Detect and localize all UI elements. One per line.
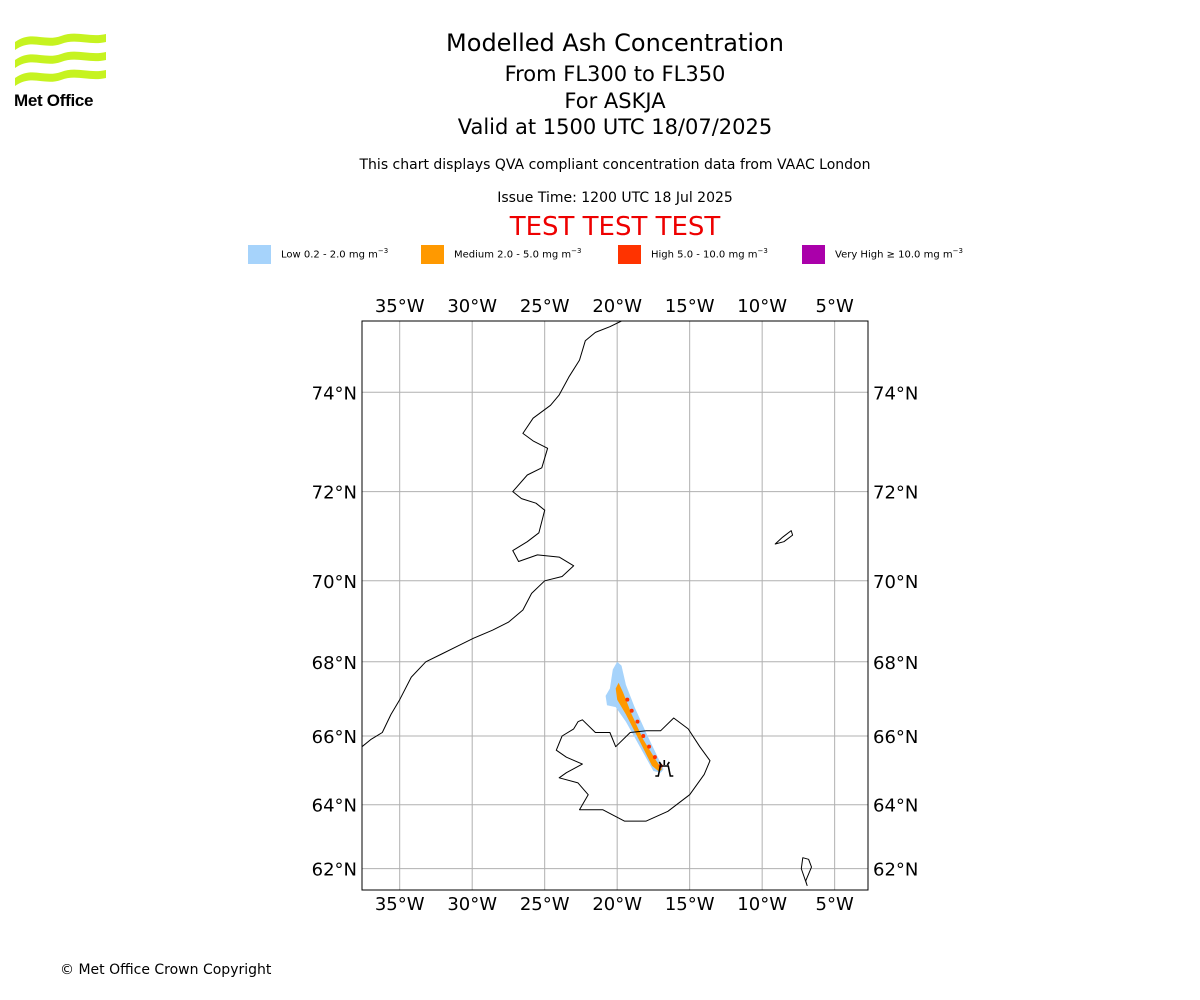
lat-label-right: 68°N <box>873 653 918 674</box>
legend-swatch-medium <box>421 244 444 264</box>
volcano-cone <box>655 765 674 777</box>
lat-label-left: 70°N <box>312 572 357 593</box>
ash-plume <box>605 661 664 773</box>
ash-area-high <box>641 734 646 739</box>
map-frame <box>361 320 869 891</box>
lat-label-left: 62°N <box>312 860 357 881</box>
met-office-logo: Met Office <box>14 30 108 112</box>
ash-area-high <box>629 708 634 713</box>
map-grid <box>362 321 868 890</box>
legend-unit-exponent: −3 <box>377 247 389 256</box>
valid-time: Valid at 1500 UTC 18/07/2025 <box>457 115 773 139</box>
lon-label-top: 15°W <box>665 296 715 317</box>
logo-text: Met Office <box>14 91 94 110</box>
lon-label-bottom: 25°W <box>520 894 570 915</box>
copyright-notice: © Met Office Crown Copyright <box>60 962 272 978</box>
lon-label-bottom: 20°W <box>592 894 642 915</box>
lat-label-left: 66°N <box>312 727 357 748</box>
lat-label-right: 72°N <box>873 483 918 504</box>
legend-label-low: Low 0.2 - 2.0 mg m <box>281 249 378 261</box>
lon-label-top: 5°W <box>816 296 854 317</box>
lat-label-left: 68°N <box>312 653 357 674</box>
volcano-marker <box>655 760 674 777</box>
lon-label-top: 20°W <box>592 296 642 317</box>
legend-label-medium: Medium 2.0 - 5.0 mg m <box>454 249 572 261</box>
coastline-greenland <box>362 321 622 748</box>
lat-label-right: 74°N <box>873 383 918 404</box>
lon-label-bottom: 15°W <box>665 894 715 915</box>
legend-item-very-high: Very High ≥ 10.0 mg m−3 <box>802 244 963 264</box>
test-banner: TEST TEST TEST <box>509 212 721 242</box>
legend-label-high: High 5.0 - 10.0 mg m <box>651 249 758 261</box>
ash-area-high <box>652 755 657 760</box>
lat-label-left: 72°N <box>312 483 357 504</box>
ash-area-high <box>635 719 640 724</box>
lat-label-left: 64°N <box>312 796 357 817</box>
volcano-eruption-line <box>666 761 670 766</box>
lon-label-top: 25°W <box>520 296 570 317</box>
lon-label-bottom: 10°W <box>737 894 787 915</box>
volcano-eruption-line <box>658 761 662 766</box>
ash-area-high <box>647 744 652 749</box>
lat-label-right: 62°N <box>873 860 918 881</box>
lon-label-top: 30°W <box>447 296 497 317</box>
legend-swatch-very-high <box>802 244 825 264</box>
legend-item-low: Low 0.2 - 2.0 mg m−3 <box>248 244 388 264</box>
legend-unit-exponent: −3 <box>952 247 963 256</box>
lat-label-left: 74°N <box>312 383 357 404</box>
ash-area-high <box>625 697 630 702</box>
legend-swatch-low <box>248 244 271 264</box>
coastline-iceland <box>555 717 711 822</box>
lon-label-bottom: 35°W <box>375 894 425 915</box>
compliance-note: This chart displays QVA compliant concen… <box>359 157 871 173</box>
coastline-jan-mayen <box>774 530 794 545</box>
lon-label-bottom: 5°W <box>816 894 854 915</box>
volcano-icon <box>655 760 674 777</box>
lon-label-bottom: 30°W <box>447 894 497 915</box>
flight-level-range: From FL300 to FL350 <box>504 62 726 86</box>
legend-swatch-high <box>618 244 641 264</box>
lon-label-top: 35°W <box>375 296 425 317</box>
volcano-name: For ASKJA <box>564 89 666 113</box>
legend-item-high: High 5.0 - 10.0 mg m−3 <box>618 244 768 264</box>
ash-area-medium <box>615 682 663 772</box>
coastline-faroe <box>800 857 812 886</box>
lat-label-right: 64°N <box>873 796 918 817</box>
legend-unit-exponent: −3 <box>757 247 768 256</box>
map-axis-labels: 35°W 35°W 30°W 30°W 25°W 25°W 20°W 20°W 15°W 15°W… <box>312 296 919 915</box>
coastlines <box>362 321 812 886</box>
chart-title: Modelled Ash Concentration <box>446 29 784 57</box>
issue-time: Issue Time: 1200 UTC 18 Jul 2025 <box>497 190 733 206</box>
lon-label-top: 10°W <box>737 296 787 317</box>
legend-label-very-high: Very High ≥ 10.0 mg m <box>835 249 953 261</box>
legend-item-medium: Medium 2.0 - 5.0 mg m−3 <box>421 244 581 264</box>
lat-label-right: 70°N <box>873 572 918 593</box>
met-office-waves-icon <box>15 33 106 86</box>
lat-label-right: 66°N <box>873 727 918 748</box>
legend-unit-exponent: −3 <box>571 247 582 256</box>
